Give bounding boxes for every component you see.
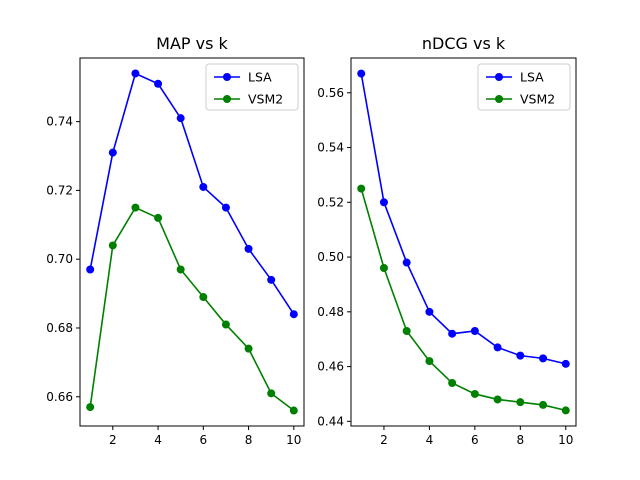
y-tick-label: 0.68 xyxy=(46,321,73,335)
data-point-lsa xyxy=(244,244,253,253)
data-point-vsm2 xyxy=(516,398,525,407)
data-point-vsm2 xyxy=(470,389,479,398)
legend-marker-vsm2 xyxy=(223,95,231,103)
data-point-vsm2 xyxy=(244,344,253,353)
data-point-lsa xyxy=(493,343,502,352)
x-tick-label: 6 xyxy=(199,433,207,447)
data-point-vsm2 xyxy=(154,213,163,222)
series-line-vsm2 xyxy=(89,206,295,412)
data-point-lsa xyxy=(108,148,117,157)
legend: LSA VSM2 xyxy=(205,63,299,111)
data-point-vsm2 xyxy=(379,264,388,273)
data-point-vsm2 xyxy=(402,326,411,335)
y-tick-label: 0.54 xyxy=(317,141,344,155)
data-point-lsa xyxy=(289,310,298,319)
data-point-vsm2 xyxy=(289,406,298,415)
x-tick-label: 6 xyxy=(471,433,479,447)
legend: LSA VSM2 xyxy=(477,63,571,111)
data-point-vsm2 xyxy=(267,389,276,398)
data-point-lsa xyxy=(357,69,366,78)
legend-marker-lsa xyxy=(223,73,231,81)
data-point-lsa xyxy=(448,329,457,338)
x-tick-label: 2 xyxy=(380,433,388,447)
y-tick-label: 0.52 xyxy=(317,195,344,209)
x-tick-label: 10 xyxy=(558,433,573,447)
chart-title: MAP vs k xyxy=(156,34,228,53)
legend-marker-vsm2 xyxy=(495,95,503,103)
legend-label-lsa: LSA xyxy=(248,70,272,85)
data-point-vsm2 xyxy=(493,395,502,404)
y-tick-label: 0.44 xyxy=(317,414,344,428)
x-tick-label: 10 xyxy=(286,433,301,447)
data-point-lsa xyxy=(199,182,208,191)
data-point-vsm2 xyxy=(357,184,366,193)
data-point-lsa xyxy=(154,79,163,88)
data-point-vsm2 xyxy=(448,379,457,388)
y-tick-label: 0.46 xyxy=(317,360,344,374)
series-line-vsm2 xyxy=(360,188,566,412)
data-point-lsa xyxy=(516,351,525,360)
data-point-vsm2 xyxy=(425,357,434,366)
data-point-lsa xyxy=(176,114,185,123)
data-point-lsa xyxy=(561,359,570,368)
y-tick-label: 0.74 xyxy=(46,115,73,129)
chart-title: nDCG vs k xyxy=(422,34,506,53)
y-tick-label: 0.50 xyxy=(317,250,344,264)
data-point-lsa xyxy=(86,265,95,274)
x-tick-label: 8 xyxy=(516,433,524,447)
y-tick-label: 0.70 xyxy=(46,252,73,266)
legend-label-vsm2: VSM2 xyxy=(248,92,283,107)
data-point-vsm2 xyxy=(131,203,140,212)
data-point-vsm2 xyxy=(86,403,95,412)
data-point-vsm2 xyxy=(199,293,208,302)
x-tick-label: 4 xyxy=(154,433,162,447)
legend-marker-lsa xyxy=(495,73,503,81)
x-tick-label: 4 xyxy=(426,433,434,447)
data-point-lsa xyxy=(131,69,140,78)
plot-frame xyxy=(79,57,305,427)
data-point-vsm2 xyxy=(539,400,548,409)
x-tick-label: 8 xyxy=(245,433,253,447)
y-tick-label: 0.56 xyxy=(317,86,344,100)
data-point-vsm2 xyxy=(108,241,117,250)
y-tick-label: 0.66 xyxy=(46,390,73,404)
series-line-lsa xyxy=(89,72,295,315)
data-point-vsm2 xyxy=(176,265,185,274)
y-tick-label: 0.48 xyxy=(317,305,344,319)
data-point-lsa xyxy=(267,275,276,284)
chart-panel-2: nDCG vs k 2 4 6 8 10 0.44 0.46 0.48 0.50 0.52 0.54 0… xyxy=(317,34,577,447)
series-line-lsa xyxy=(360,73,566,365)
legend-label-vsm2: VSM2 xyxy=(520,92,555,107)
plot-frame xyxy=(350,57,577,427)
chart-panels: MAP vs k 2 4 6 8 10 0.66 0.68 0.70 0.72 0.74 LSA VSM… xyxy=(46,34,577,447)
data-point-lsa xyxy=(402,258,411,267)
data-point-vsm2 xyxy=(221,320,230,329)
data-point-vsm2 xyxy=(561,406,570,415)
data-point-lsa xyxy=(539,354,548,363)
data-point-lsa xyxy=(221,203,230,212)
chart-panel-1: MAP vs k 2 4 6 8 10 0.66 0.68 0.70 0.72 0.74 LSA VSM… xyxy=(46,34,305,447)
y-tick-label: 0.72 xyxy=(46,183,73,197)
data-point-lsa xyxy=(379,198,388,207)
data-point-lsa xyxy=(470,326,479,335)
legend-label-lsa: LSA xyxy=(520,70,544,85)
data-point-lsa xyxy=(425,307,434,316)
x-tick-label: 2 xyxy=(109,433,117,447)
